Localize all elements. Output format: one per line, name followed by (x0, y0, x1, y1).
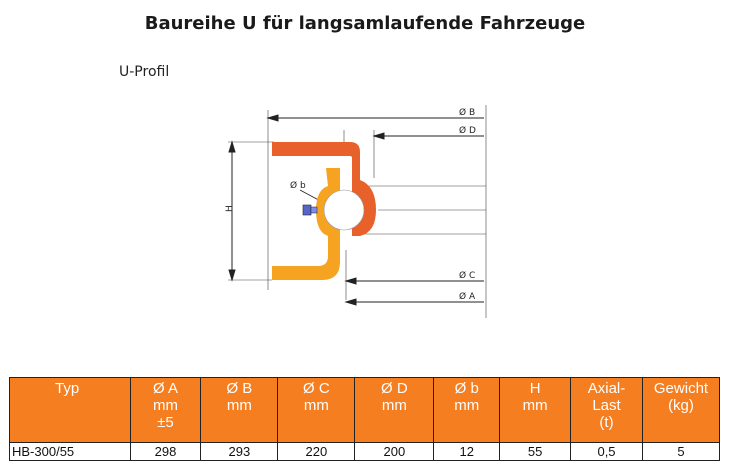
cell-typ: HB-300/55 (9, 442, 131, 461)
cell-dia-b: 12 (433, 442, 501, 461)
profile-subtitle: U-Profil (119, 64, 170, 80)
cell-axial-last: 0,5 (570, 442, 643, 461)
header-dia-b: Ø b mm (433, 377, 501, 443)
header-gewicht: Gewicht (kg) (641, 377, 721, 443)
u-profile-drawing: Ø B Ø D Ø b H Ø C Ø A (225, 105, 487, 318)
label-dia-B: Ø B (459, 107, 475, 118)
header-axial-last: Axial- Last (t) (570, 377, 643, 443)
grease-nipple-icon (302, 204, 318, 216)
label-H: H (225, 205, 235, 212)
cell-H: 55 (499, 442, 572, 461)
table-row: HB-300/55 298 293 220 200 12 55 0,5 5 (9, 442, 721, 461)
cell-gewicht: 5 (641, 442, 721, 461)
lower-ring-profile (272, 168, 340, 280)
dimension-arrows (228, 114, 484, 306)
label-dia-b: Ø b (290, 180, 306, 191)
cell-dia-C: 220 (277, 442, 356, 461)
cell-dia-B: 293 (200, 442, 279, 461)
construction-lines (228, 105, 487, 318)
label-dia-C: Ø C (459, 270, 475, 281)
cell-dia-A: 298 (129, 442, 202, 461)
cell-dia-D: 200 (354, 442, 435, 461)
label-dia-A: Ø A (459, 291, 476, 302)
bearing-ball-circle (323, 189, 365, 231)
page-title: Baureihe U für langsamlaufende Fahrzeuge (144, 13, 586, 34)
label-dia-D: Ø D (459, 125, 476, 136)
upper-ring-profile (272, 142, 376, 236)
header-typ: Typ (9, 377, 131, 443)
